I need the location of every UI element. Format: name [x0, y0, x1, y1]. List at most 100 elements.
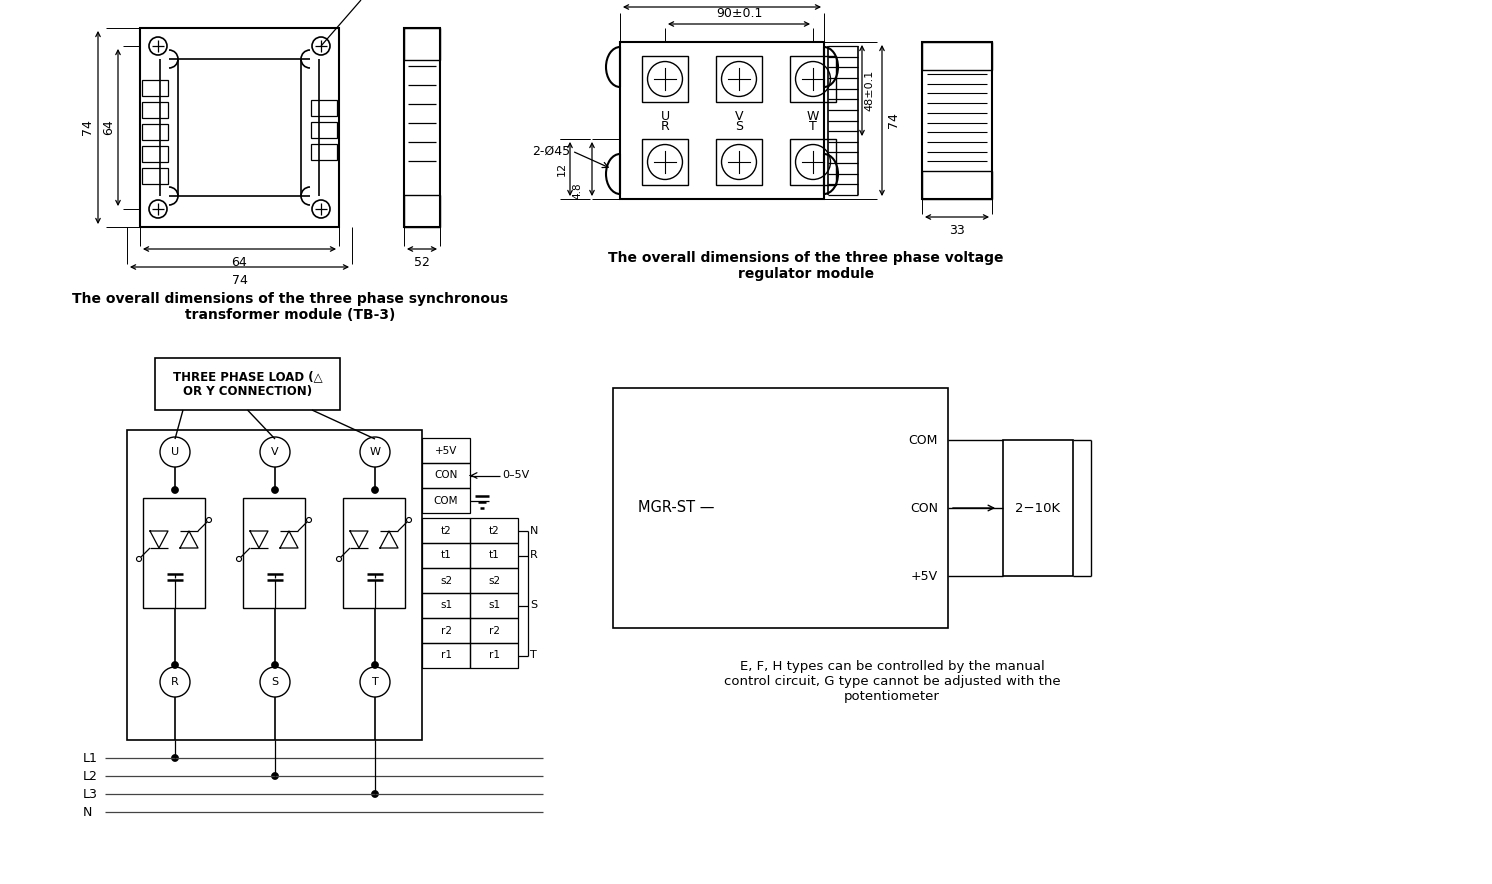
Text: R: R [530, 551, 537, 560]
Bar [716, 56, 762, 102]
Text: S: S [272, 677, 279, 687]
Circle shape [172, 486, 179, 493]
Bar [470, 618, 518, 643]
Text: CON: CON [434, 470, 458, 481]
Text: COM: COM [909, 433, 938, 446]
Bar [140, 28, 339, 227]
Bar [621, 42, 824, 199]
Text: t1: t1 [440, 551, 452, 560]
Bar [142, 80, 169, 96]
Text: t1: t1 [488, 551, 500, 560]
Text: T: T [372, 677, 379, 687]
Bar [642, 56, 688, 102]
Text: L2: L2 [84, 769, 98, 782]
Text: L3: L3 [84, 788, 98, 801]
Text: 74: 74 [888, 112, 900, 128]
Bar [470, 593, 518, 618]
Text: 33: 33 [949, 224, 965, 237]
Circle shape [172, 755, 179, 761]
Bar [422, 518, 470, 543]
Text: U: U [661, 110, 670, 123]
Bar [470, 543, 518, 568]
Text: r1: r1 [440, 651, 452, 660]
Text: W: W [807, 110, 819, 123]
Bar [343, 498, 404, 608]
Bar [789, 139, 836, 185]
Bar [470, 568, 518, 593]
Text: V: V [272, 447, 279, 457]
Text: N: N [530, 525, 539, 536]
Circle shape [272, 486, 279, 493]
Text: 64: 64 [231, 256, 248, 269]
Bar [422, 618, 470, 643]
Text: THREE PHASE LOAD (△
OR Y CONNECTION): THREE PHASE LOAD (△ OR Y CONNECTION) [173, 370, 322, 398]
Text: 64: 64 [101, 119, 115, 135]
Text: r2: r2 [440, 626, 452, 636]
Text: r1: r1 [488, 651, 500, 660]
Text: V: V [734, 110, 743, 123]
Text: 2-Ø45: 2-Ø45 [533, 144, 570, 157]
Text: s1: s1 [440, 600, 452, 611]
Text: 74: 74 [81, 119, 94, 135]
Text: MGR-ST —: MGR-ST — [639, 500, 715, 515]
Text: 2−10K: 2−10K [1016, 501, 1061, 514]
Text: N: N [84, 805, 93, 819]
Bar [716, 139, 762, 185]
Bar [613, 388, 947, 628]
Text: t2: t2 [440, 525, 452, 536]
Bar [470, 643, 518, 668]
Bar [404, 28, 440, 60]
Bar [142, 124, 169, 140]
Text: 74: 74 [231, 274, 248, 287]
Text: +5V: +5V [912, 569, 938, 583]
Circle shape [172, 661, 179, 668]
Text: s2: s2 [488, 575, 500, 585]
Text: COM: COM [434, 496, 458, 506]
Bar [470, 518, 518, 543]
Bar [789, 56, 836, 102]
Circle shape [372, 486, 379, 493]
Circle shape [372, 661, 379, 668]
Text: E, F, H types can be controlled by the manual
control circuit, G type cannot be : E, F, H types can be controlled by the m… [724, 660, 1061, 703]
Bar [404, 28, 440, 227]
Bar [422, 463, 470, 488]
Text: +5V: +5V [434, 446, 457, 455]
Text: L1: L1 [84, 751, 98, 765]
Bar [142, 146, 169, 162]
Text: The overall dimensions of the three phase synchronous
transformer module (TB-3): The overall dimensions of the three phas… [72, 292, 509, 322]
Circle shape [272, 661, 279, 668]
Text: 52: 52 [415, 256, 430, 269]
Bar [243, 498, 304, 608]
Text: 48±0.1: 48±0.1 [864, 70, 874, 111]
Text: r2: r2 [488, 626, 500, 636]
Bar [155, 358, 340, 410]
Bar [922, 42, 992, 70]
Text: 0–5V: 0–5V [501, 470, 530, 481]
Bar [422, 438, 470, 463]
Circle shape [372, 790, 379, 797]
Bar [422, 568, 470, 593]
Circle shape [272, 773, 279, 780]
Text: T: T [530, 651, 537, 660]
Text: s2: s2 [440, 575, 452, 585]
Text: The overall dimensions of the three phase voltage
regulator module: The overall dimensions of the three phas… [609, 251, 1004, 281]
Bar [422, 643, 470, 668]
Bar [404, 195, 440, 227]
Text: R: R [172, 677, 179, 687]
Bar [142, 102, 169, 118]
Bar [127, 430, 422, 740]
Bar [142, 168, 169, 184]
Text: 105: 105 [710, 0, 734, 3]
Bar [922, 42, 992, 199]
Text: t2: t2 [488, 525, 500, 536]
Text: 90±0.1: 90±0.1 [716, 7, 762, 20]
Text: s1: s1 [488, 600, 500, 611]
Bar [310, 122, 337, 138]
Text: U: U [172, 447, 179, 457]
Bar [422, 488, 470, 513]
Text: W: W [370, 447, 380, 457]
Text: S: S [736, 120, 743, 133]
Text: S: S [530, 600, 537, 611]
Bar [310, 144, 337, 160]
Text: CON: CON [910, 501, 938, 514]
